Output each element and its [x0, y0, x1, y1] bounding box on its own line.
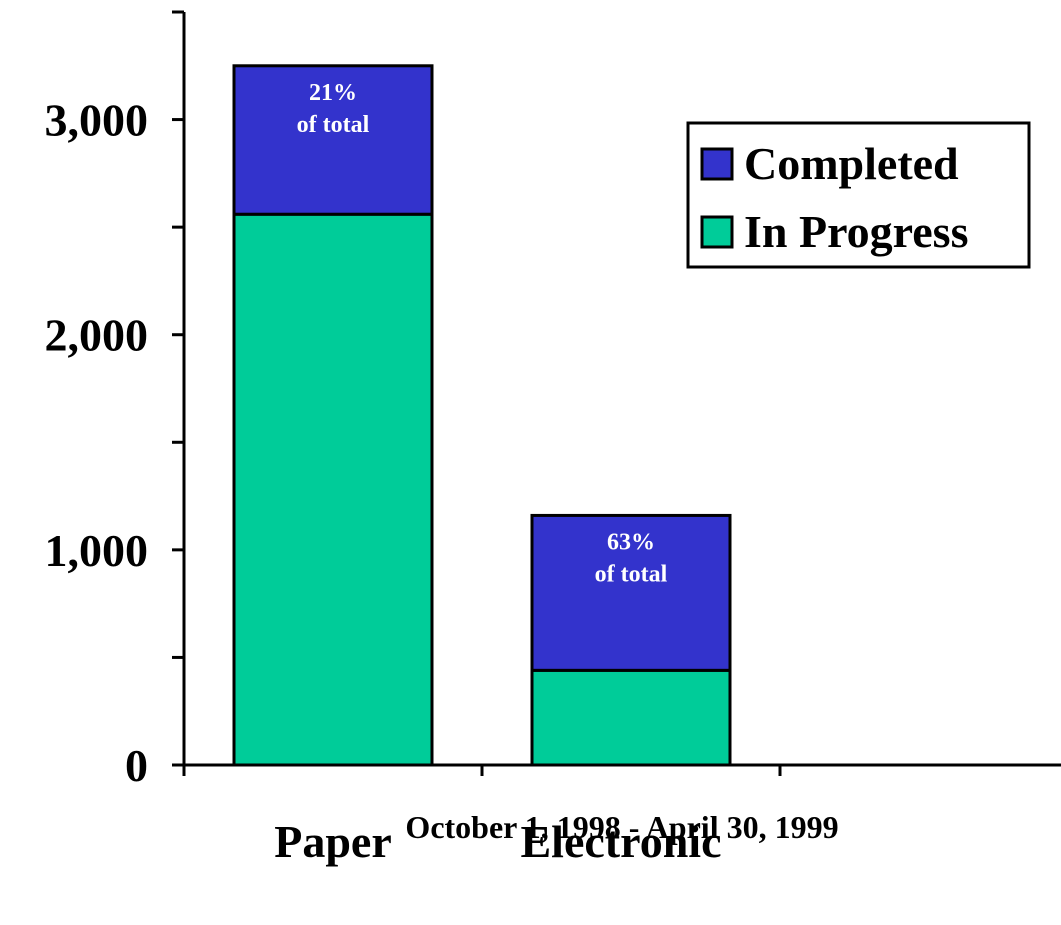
legend-label-in-progress: In Progress	[744, 206, 968, 257]
bar-electronic-in-progress	[530, 668, 732, 767]
data-label-paper: of total	[297, 112, 370, 138]
x-axis-label: October 1, 1998 - April 30, 1999	[405, 809, 838, 845]
labels-group: 21% of total Paper 63% of total Electronic 0 1,…	[45, 80, 722, 867]
data-label-electronic: of total	[595, 561, 668, 587]
legend-label-completed: Completed	[744, 138, 959, 189]
data-label-paper: 21%	[309, 80, 357, 106]
bar-paper-in-progress	[232, 212, 434, 767]
legend-box	[686, 121, 1031, 269]
legend: Completed In Progress	[686, 121, 1031, 269]
x-tick-label-electronic: Electronic	[521, 816, 722, 867]
y-tick-label: 2,000	[45, 310, 149, 361]
bar-electronic-completed	[530, 513, 732, 672]
bars-group	[232, 64, 732, 767]
x-tick-label-paper: Paper	[274, 816, 392, 867]
legend-swatch-in-progress	[700, 215, 734, 249]
bar-paper-completed	[232, 64, 434, 216]
data-label-electronic: 63%	[607, 529, 655, 555]
y-tick-label: 1,000	[45, 525, 149, 576]
y-tick-label: 0	[125, 740, 148, 791]
axes-group	[172, 10, 1061, 776]
legend-swatch-completed	[700, 147, 734, 181]
y-tick-label: 3,000	[45, 95, 149, 146]
